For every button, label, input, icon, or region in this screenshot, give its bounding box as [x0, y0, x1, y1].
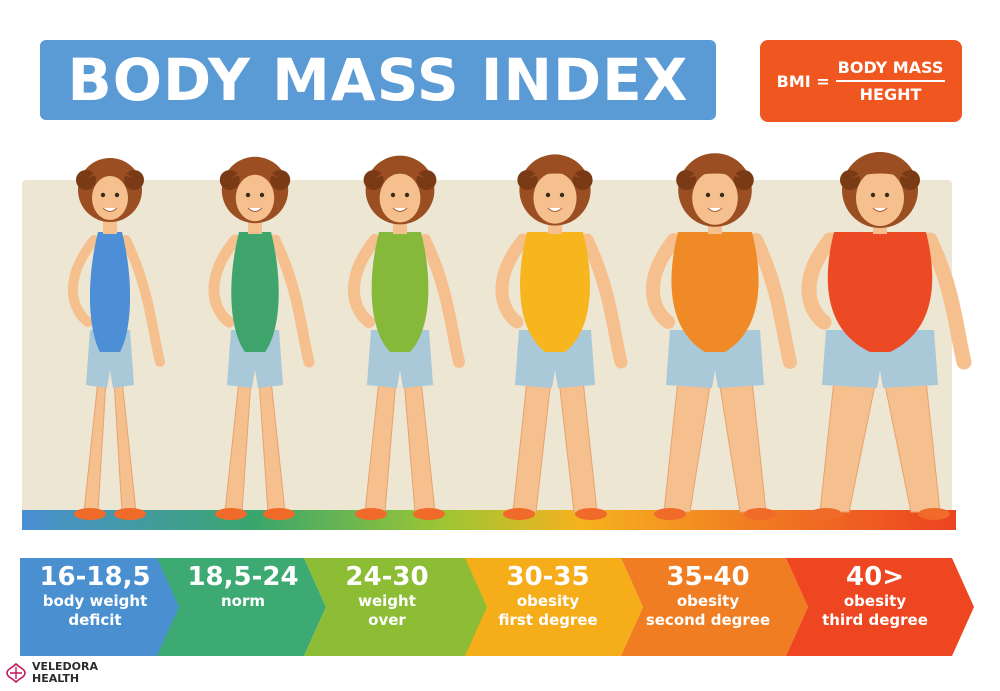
- category-arrow-4: [465, 558, 643, 656]
- logo-icon: [6, 662, 26, 684]
- figure-5: [646, 153, 797, 520]
- category-range: 24-30: [345, 562, 429, 592]
- category-range: 35-40: [666, 562, 750, 592]
- category-range: 18,5-24: [187, 562, 299, 592]
- formula-numerator: BODY MASS: [835, 58, 946, 82]
- figure-4: [495, 154, 628, 520]
- figure-2: [208, 156, 315, 520]
- figures-panel: [22, 180, 952, 528]
- category-description-line1: body weight: [42, 592, 148, 610]
- category-description-line2: deficit: [68, 611, 122, 629]
- page-title: BODY MASS INDEX: [67, 46, 689, 114]
- logo-line2: HEALTH: [32, 672, 80, 685]
- formula-fraction: BODY MASS HEGHT: [835, 58, 946, 104]
- category-description-line1: obesity: [676, 592, 740, 610]
- category-description-line1: obesity: [516, 592, 580, 610]
- title-banner: BODY MASS INDEX: [40, 40, 716, 120]
- bmi-formula-box: BMI = BODY MASS HEGHT: [760, 40, 962, 122]
- category-label-1: 16-18,5 body weight deficit: [15, 562, 175, 630]
- logo-line1: VELEDORA: [32, 660, 99, 673]
- category-arrow-5: [621, 558, 808, 656]
- category-label-2: 18,5-24 norm: [163, 562, 323, 611]
- category-arrows: [20, 558, 974, 656]
- category-range: 30-35: [506, 562, 590, 592]
- veledora-logo: VELEDORA HEALTH: [4, 661, 98, 685]
- ground-gradient-bar: [22, 510, 956, 530]
- figure-3: [348, 155, 465, 520]
- category-arrow-2: [157, 558, 326, 656]
- category-description-line2: third degree: [822, 611, 928, 629]
- formula-lhs: BMI =: [776, 71, 830, 91]
- category-arrow-3: [304, 558, 488, 656]
- formula-denominator: HEGHT: [859, 85, 922, 104]
- figure-6: [801, 152, 972, 520]
- category-description-line1: weight: [358, 592, 416, 610]
- category-range: 16-18,5: [39, 562, 151, 592]
- category-label-4: 30-35 obesity first degree: [468, 562, 628, 630]
- category-description-line1: obesity: [843, 592, 907, 610]
- category-description-line2: over: [368, 611, 406, 629]
- category-description-line2: second degree: [645, 611, 771, 629]
- logo-text: VELEDORA HEALTH: [32, 661, 98, 685]
- category-description-line2: first degree: [498, 611, 598, 629]
- category-label-6: 40> obesity third degree: [795, 562, 955, 630]
- category-arrow-6: [786, 558, 974, 656]
- category-label-5: 35-40 obesity second degree: [628, 562, 788, 630]
- figures-illustration: [68, 152, 972, 520]
- category-label-3: 24-30 weight over: [307, 562, 467, 630]
- figure-1: [68, 158, 165, 520]
- category-description-line1: norm: [220, 592, 265, 610]
- category-range: 40>: [846, 562, 904, 592]
- category-arrow-1: [20, 558, 180, 656]
